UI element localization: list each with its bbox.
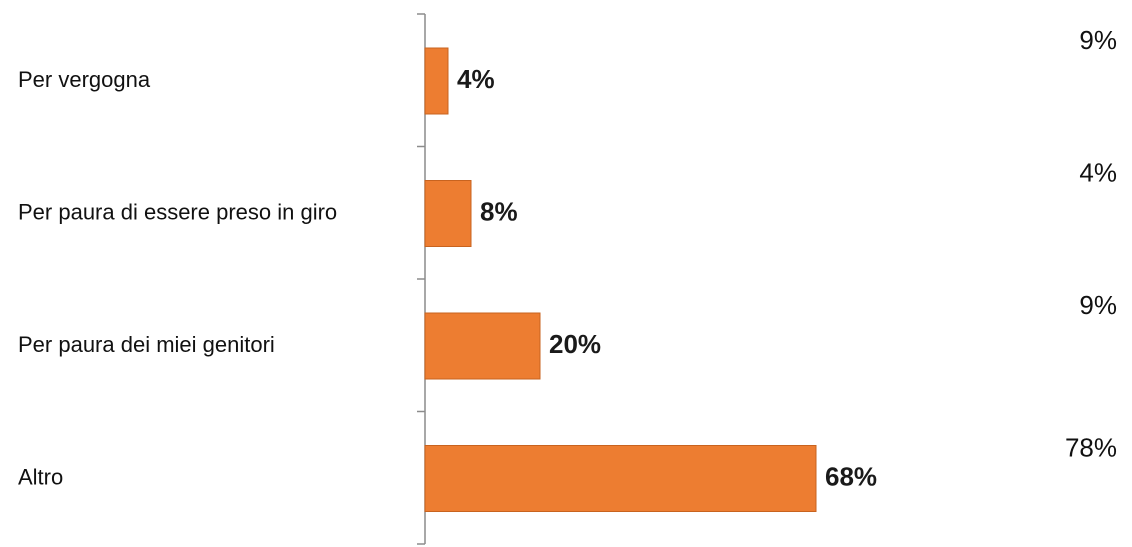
bars-group <box>424 47 817 512</box>
side-value-label: 9% <box>1079 25 1117 55</box>
side-value-label: 4% <box>1079 157 1117 187</box>
side-value-label: 78% <box>1065 432 1117 462</box>
data-labels: 4% 8% 20% 68% <box>457 64 877 492</box>
y-axis-ticks <box>417 13 425 545</box>
bar <box>424 180 472 247</box>
side-value-label: 9% <box>1079 290 1117 320</box>
bar <box>424 445 817 512</box>
data-label: 68% <box>825 461 877 491</box>
category-label: Per paura di essere preso in giro <box>18 199 337 224</box>
data-label: 20% <box>549 329 601 359</box>
bar <box>424 312 541 380</box>
data-label: 4% <box>457 64 495 94</box>
category-labels: Per vergogna Per paura di essere preso in… <box>18 67 337 490</box>
bar <box>424 47 449 115</box>
category-label: Altro <box>18 464 63 489</box>
category-label: Per paura dei miei genitori <box>18 332 275 357</box>
category-label: Per vergogna <box>18 67 151 92</box>
data-label: 8% <box>480 196 518 226</box>
side-value-labels: 9% 4% 9% 78% <box>1065 25 1117 463</box>
